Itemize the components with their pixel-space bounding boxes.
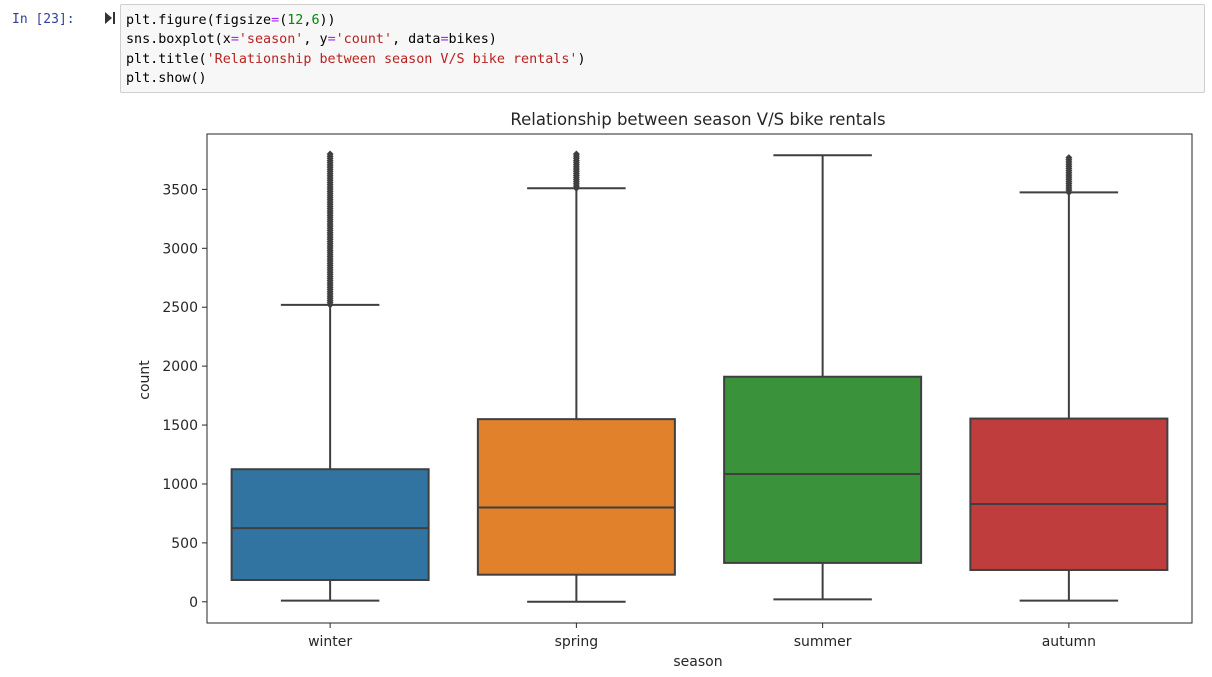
y-tick-label: 1500 [162,418,198,434]
chart-title: Relationship between season V/S bike ren… [510,110,885,129]
code-token: plt.show() [126,71,207,87]
y-tick-label: 0 [189,595,198,611]
y-axis-label: count [137,360,153,400]
iqr-box [969,417,1169,571]
code-token: , [303,13,312,28]
plot-area [206,133,1193,624]
code-token: = [230,32,239,48]
y-tick-label: 3000 [162,241,198,257]
code-token: sns.boxplot(x [126,32,231,48]
box-winter [230,150,430,602]
code-token: = [440,32,449,48]
x-axis: winter spring summer autumn [308,623,1096,650]
code-token: ) [577,51,586,67]
code-token: , data [392,32,441,48]
code-token: 'count' [335,32,393,48]
code-editor[interactable]: plt.figure(figsize=(12,6)) sns.boxplot(x… [126,11,586,89]
box-spring [476,150,676,603]
code-token: 'Relationship between season V/S bike re… [206,51,578,67]
y-tick-label: 2000 [162,359,198,375]
outlier-point [572,150,580,158]
box-autumn [969,154,1169,602]
x-tick-label: winter [308,634,352,650]
code-line: plt.figure(figsize=(12,6)) [126,13,336,28]
code-token: = [271,13,280,28]
code-token: plt.figure(figsize [126,13,272,28]
iqr-box [723,375,923,564]
code-cell-input[interactable]: plt.figure(figsize=(12,6)) sns.boxplot(x… [120,4,1205,93]
x-tick-label: autumn [1042,634,1096,650]
outlier-point [326,150,334,158]
code-line: plt.title('Relationship between season V… [126,52,586,67]
y-tick-label: 500 [171,536,198,552]
code-token: , y [303,32,328,48]
cell-output: Relationship between season V/S bike ren… [120,100,1210,675]
y-axis: 0 500 1000 1500 2000 2500 3000 3500 [162,182,207,611]
cell-prompt: In [23]: [12,12,75,27]
iqr-box [230,468,430,581]
code-token: ( [279,13,288,28]
boxplot-chart: Relationship between season V/S bike ren… [137,110,1193,670]
code-token: plt.title( [126,51,207,67]
run-cell-icon[interactable] [104,11,116,25]
y-tick-label: 2500 [162,300,198,316]
code-token: )) [319,13,336,28]
x-tick-label: summer [794,634,852,650]
x-tick-label: spring [555,634,599,650]
code-token: 'season' [238,32,304,48]
code-line: sns.boxplot(x='season', y='count', data=… [126,32,497,47]
y-tick-label: 3500 [162,182,198,198]
boxes [230,150,1169,603]
iqr-box [476,418,676,576]
outlier-point [1065,154,1073,162]
x-axis-label: season [673,654,722,670]
code-token: 6 [311,13,320,28]
code-token: bikes) [448,32,497,48]
y-tick-label: 1000 [162,477,198,493]
box-summer [723,154,923,601]
code-token: 12 [287,13,304,28]
code-line: plt.show() [126,71,207,86]
code-token: = [327,32,336,48]
